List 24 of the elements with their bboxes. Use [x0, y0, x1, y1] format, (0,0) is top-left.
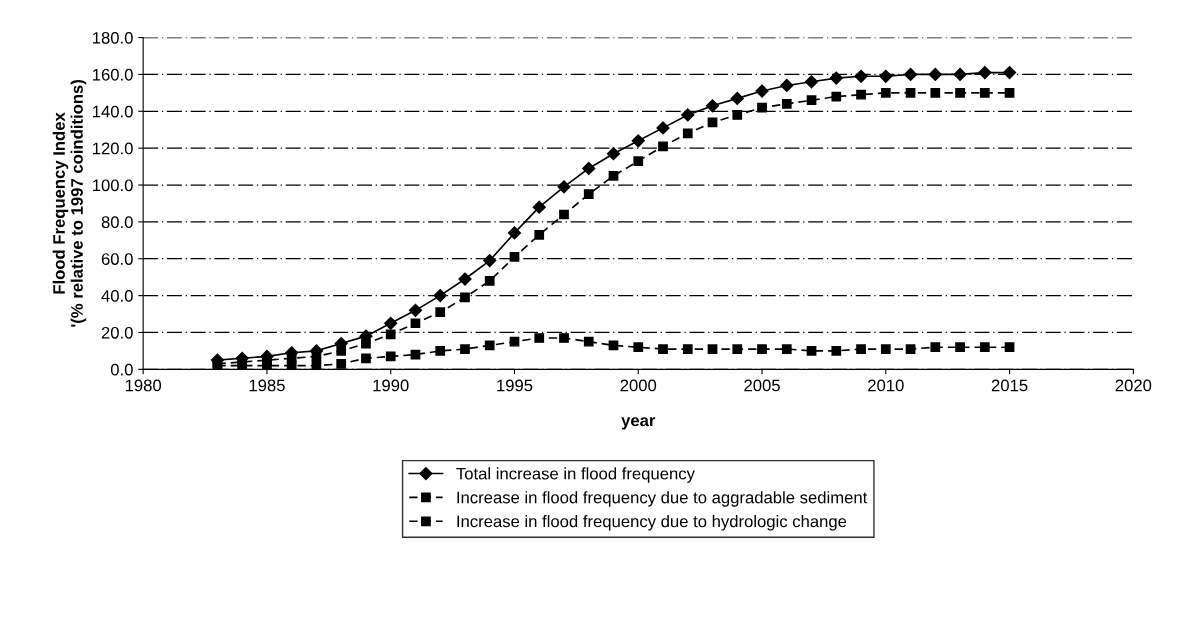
x-tick-label: 1980: [125, 379, 162, 392]
y-tick-label: 80.0: [101, 216, 133, 229]
x-axis-title: year: [621, 417, 656, 430]
y-tick-label: 100.0: [93, 179, 133, 192]
y-tick-label: 20.0: [101, 326, 133, 339]
x-tick-label: 1990: [373, 379, 409, 392]
y-tick-label: 140.0: [93, 105, 133, 118]
y-tick-label: 40.0: [101, 290, 133, 302]
y-tick-label: 60.0: [101, 253, 133, 265]
x-tick-label: 1985: [249, 379, 285, 392]
x-tick-label: 2015: [991, 379, 1028, 392]
x-tick-label: 2020: [1115, 379, 1152, 392]
x-tick-label: 2000: [620, 379, 657, 392]
y-tick-label: 160.0: [93, 68, 133, 81]
x-tick-label: 2005: [744, 379, 780, 392]
y-axis-title: Flood Frequency Index '(% relative to 1997 coinditions): [52, 80, 87, 327]
legend-label: Increase in flood frequency due to hydrologic change: [457, 515, 847, 531]
x-tick-label: 2010: [868, 379, 904, 392]
legend-label: Total increase in flood frequency: [456, 467, 695, 483]
x-tick-label: 1995: [497, 379, 533, 392]
y-tick-label: 0.0: [110, 363, 133, 376]
y-tick-label: 180.0: [93, 31, 133, 44]
legend-label: Increase in flood frequency due to aggradable sediment: [457, 491, 868, 507]
y-tick-label: 120.0: [93, 142, 133, 155]
